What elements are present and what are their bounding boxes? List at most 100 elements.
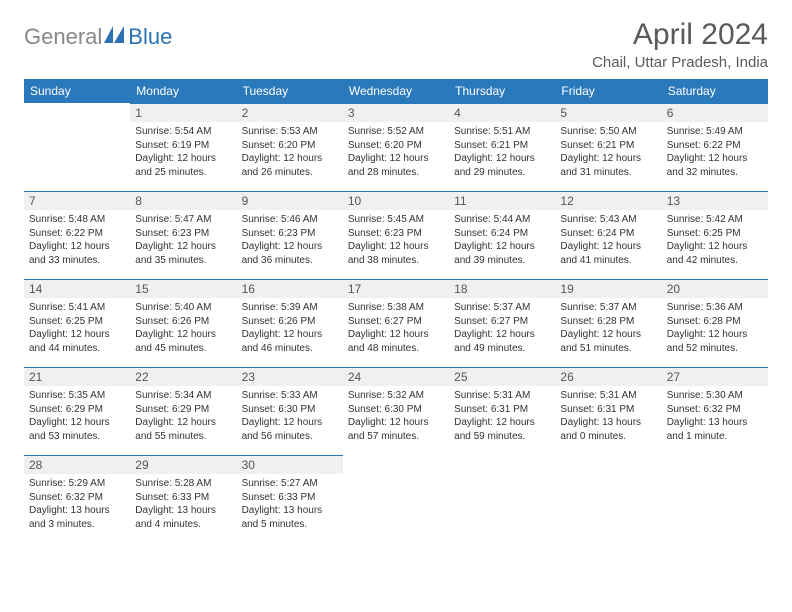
daylight-line: Daylight: 13 hours and 4 minutes. xyxy=(135,504,231,531)
daylight-line: Daylight: 12 hours and 32 minutes. xyxy=(667,152,763,179)
calendar-cell: 23Sunrise: 5:33 AMSunset: 6:30 PMDayligh… xyxy=(237,367,343,455)
day-number: 13 xyxy=(662,192,768,210)
sunrise-line: Sunrise: 5:44 AM xyxy=(454,213,550,227)
sunrise-line: Sunrise: 5:39 AM xyxy=(242,301,338,315)
calendar-cell: 4Sunrise: 5:51 AMSunset: 6:21 PMDaylight… xyxy=(449,103,555,191)
day-info: Sunrise: 5:38 AMSunset: 6:27 PMDaylight:… xyxy=(348,301,444,355)
title-block: April 2024 Chail, Uttar Pradesh, India xyxy=(592,18,768,71)
calendar-cell: 20Sunrise: 5:36 AMSunset: 6:28 PMDayligh… xyxy=(662,279,768,367)
day-number: 2 xyxy=(237,104,343,122)
day-number: 10 xyxy=(343,192,449,210)
day-number: 27 xyxy=(662,368,768,386)
sunrise-line: Sunrise: 5:52 AM xyxy=(348,125,444,139)
day-number: 15 xyxy=(130,280,236,298)
day-number: 3 xyxy=(343,104,449,122)
sunrise-line: Sunrise: 5:27 AM xyxy=(242,477,338,491)
sunset-line: Sunset: 6:21 PM xyxy=(454,139,550,153)
day-info: Sunrise: 5:52 AMSunset: 6:20 PMDaylight:… xyxy=(348,125,444,179)
day-number: 11 xyxy=(449,192,555,210)
daylight-line: Daylight: 12 hours and 31 minutes. xyxy=(560,152,656,179)
calendar-grid: SundayMondayTuesdayWednesdayThursdayFrid… xyxy=(24,79,768,543)
day-info: Sunrise: 5:41 AMSunset: 6:25 PMDaylight:… xyxy=(29,301,125,355)
sunrise-line: Sunrise: 5:34 AM xyxy=(135,389,231,403)
logo-text-blue: Blue xyxy=(128,24,172,50)
day-number: 29 xyxy=(130,456,236,474)
daylight-line: Daylight: 12 hours and 28 minutes. xyxy=(348,152,444,179)
sunset-line: Sunset: 6:29 PM xyxy=(29,403,125,417)
sunset-line: Sunset: 6:33 PM xyxy=(242,491,338,505)
day-info: Sunrise: 5:32 AMSunset: 6:30 PMDaylight:… xyxy=(348,389,444,443)
sunset-line: Sunset: 6:30 PM xyxy=(348,403,444,417)
sunset-line: Sunset: 6:33 PM xyxy=(135,491,231,505)
day-number: 7 xyxy=(24,192,130,210)
calendar-cell: 12Sunrise: 5:43 AMSunset: 6:24 PMDayligh… xyxy=(555,191,661,279)
daylight-line: Daylight: 13 hours and 0 minutes. xyxy=(560,416,656,443)
calendar-cell: 11Sunrise: 5:44 AMSunset: 6:24 PMDayligh… xyxy=(449,191,555,279)
day-info: Sunrise: 5:30 AMSunset: 6:32 PMDaylight:… xyxy=(667,389,763,443)
sunrise-line: Sunrise: 5:37 AM xyxy=(454,301,550,315)
daylight-line: Daylight: 12 hours and 39 minutes. xyxy=(454,240,550,267)
day-info: Sunrise: 5:53 AMSunset: 6:20 PMDaylight:… xyxy=(242,125,338,179)
sunrise-line: Sunrise: 5:37 AM xyxy=(560,301,656,315)
sunset-line: Sunset: 6:30 PM xyxy=(242,403,338,417)
sunrise-line: Sunrise: 5:38 AM xyxy=(348,301,444,315)
calendar-cell: 1 Sunrise: 5:54 AMSunset: 6:19 PMDaylight… xyxy=(130,103,236,191)
sunset-line: Sunset: 6:23 PM xyxy=(135,227,231,241)
day-info: Sunrise: 5:31 AMSunset: 6:31 PMDaylight:… xyxy=(560,389,656,443)
sunset-line: Sunset: 6:26 PM xyxy=(242,315,338,329)
daylight-line: Daylight: 12 hours and 49 minutes. xyxy=(454,328,550,355)
sunrise-line: Sunrise: 5:30 AM xyxy=(667,389,763,403)
calendar-cell-empty xyxy=(24,103,130,191)
sunset-line: Sunset: 6:23 PM xyxy=(242,227,338,241)
calendar-cell: 8Sunrise: 5:47 AMSunset: 6:23 PMDaylight… xyxy=(130,191,236,279)
logo-triangle-icon xyxy=(104,26,126,49)
daylight-line: Daylight: 12 hours and 26 minutes. xyxy=(242,152,338,179)
sunrise-line: Sunrise: 5:40 AM xyxy=(135,301,231,315)
daylight-line: Daylight: 12 hours and 59 minutes. xyxy=(454,416,550,443)
day-number: 30 xyxy=(237,456,343,474)
sunset-line: Sunset: 6:27 PM xyxy=(348,315,444,329)
sunset-line: Sunset: 6:22 PM xyxy=(667,139,763,153)
calendar-cell: 26Sunrise: 5:31 AMSunset: 6:31 PMDayligh… xyxy=(555,367,661,455)
calendar-cell: 28Sunrise: 5:29 AMSunset: 6:32 PMDayligh… xyxy=(24,455,130,543)
day-info: Sunrise: 5:48 AMSunset: 6:22 PMDaylight:… xyxy=(29,213,125,267)
sunset-line: Sunset: 6:20 PM xyxy=(348,139,444,153)
calendar-cell: 13Sunrise: 5:42 AMSunset: 6:25 PMDayligh… xyxy=(662,191,768,279)
day-number: 19 xyxy=(555,280,661,298)
calendar-cell: 5Sunrise: 5:50 AMSunset: 6:21 PMDaylight… xyxy=(555,103,661,191)
day-number: 23 xyxy=(237,368,343,386)
daylight-line: Daylight: 12 hours and 44 minutes. xyxy=(29,328,125,355)
weekday-header: Sunday xyxy=(24,79,130,103)
calendar-cell: 16Sunrise: 5:39 AMSunset: 6:26 PMDayligh… xyxy=(237,279,343,367)
calendar-cell: 22Sunrise: 5:34 AMSunset: 6:29 PMDayligh… xyxy=(130,367,236,455)
calendar-cell: 19 Sunrise: 5:37 AMSunset: 6:28 PMDayligh… xyxy=(555,279,661,367)
weekday-header: Friday xyxy=(555,79,661,103)
day-number: 24 xyxy=(343,368,449,386)
calendar-cell: 15 Sunrise: 5:40 AMSunset: 6:26 PMDayligh… xyxy=(130,279,236,367)
sunrise-line: Sunrise: 5:31 AM xyxy=(560,389,656,403)
calendar-cell: 9Sunrise: 5:46 AMSunset: 6:23 PMDaylight… xyxy=(237,191,343,279)
day-number: 28 xyxy=(24,456,130,474)
day-info: Sunrise: 5:46 AMSunset: 6:23 PMDaylight:… xyxy=(242,213,338,267)
calendar-cell: 18Sunrise: 5:37 AMSunset: 6:27 PMDayligh… xyxy=(449,279,555,367)
daylight-line: Daylight: 12 hours and 36 minutes. xyxy=(242,240,338,267)
day-number: 6 xyxy=(662,104,768,122)
sunrise-line: Sunrise: 5:50 AM xyxy=(560,125,656,139)
sunset-line: Sunset: 6:23 PM xyxy=(348,227,444,241)
sunrise-line: Sunrise: 5:49 AM xyxy=(667,125,763,139)
day-number: 5 xyxy=(555,104,661,122)
daylight-line: Daylight: 12 hours and 48 minutes. xyxy=(348,328,444,355)
day-number: 1 xyxy=(130,104,236,122)
sunset-line: Sunset: 6:31 PM xyxy=(454,403,550,417)
page-title: April 2024 xyxy=(592,18,768,52)
day-info: Sunrise: 5:54 AMSunset: 6:19 PMDaylight:… xyxy=(135,125,231,179)
sunset-line: Sunset: 6:32 PM xyxy=(667,403,763,417)
weekday-header: Saturday xyxy=(662,79,768,103)
sunset-line: Sunset: 6:27 PM xyxy=(454,315,550,329)
logo: General Blue xyxy=(24,18,172,50)
day-number: 20 xyxy=(662,280,768,298)
sunrise-line: Sunrise: 5:31 AM xyxy=(454,389,550,403)
day-number: 4 xyxy=(449,104,555,122)
day-info: Sunrise: 5:37 AMSunset: 6:28 PMDaylight:… xyxy=(560,301,656,355)
day-info: Sunrise: 5:40 AMSunset: 6:26 PMDaylight:… xyxy=(135,301,231,355)
